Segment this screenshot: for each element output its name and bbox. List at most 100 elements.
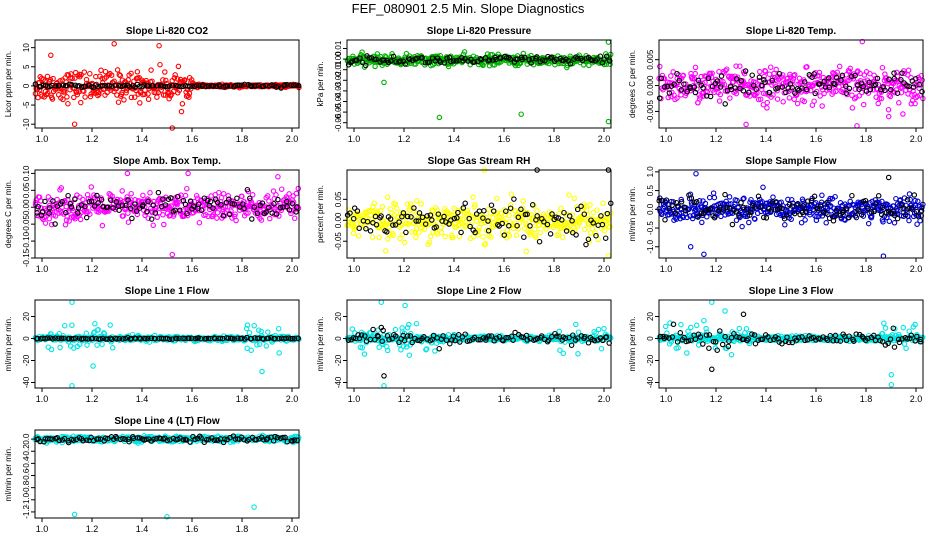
x-tick-label: 1.2 <box>86 134 99 144</box>
data-point <box>154 82 161 89</box>
data-point <box>473 211 480 217</box>
data-point <box>553 56 560 63</box>
y-tick-label: -0.03 <box>334 81 343 100</box>
data-point <box>478 220 485 227</box>
data-point <box>264 193 271 199</box>
data-point <box>277 204 284 211</box>
data-point <box>354 208 361 214</box>
data-point <box>293 190 300 197</box>
data-point <box>78 72 84 78</box>
data-point <box>91 203 98 209</box>
data-point <box>110 205 116 211</box>
data-point <box>407 201 414 207</box>
data-point <box>681 81 687 87</box>
data-point <box>415 229 422 236</box>
data-point <box>387 216 394 222</box>
data-point <box>88 198 95 205</box>
data-point <box>124 194 130 200</box>
data-point <box>258 217 265 223</box>
data-point <box>529 55 536 62</box>
data-point <box>757 69 763 75</box>
data-point <box>290 82 297 89</box>
data-point <box>421 226 428 233</box>
data-point <box>144 196 151 202</box>
data-point <box>792 90 798 96</box>
outlier-point <box>185 170 191 177</box>
data-point <box>409 229 415 235</box>
data-point <box>105 72 112 78</box>
data-point <box>177 83 183 90</box>
data-point <box>544 221 551 228</box>
x-tick-label: 1.4 <box>448 134 461 144</box>
data-point <box>687 87 694 94</box>
outlier-point <box>402 302 408 309</box>
data-point <box>819 103 825 109</box>
data-point <box>662 323 669 330</box>
data-point <box>770 194 776 200</box>
data-point <box>356 233 362 239</box>
data-point <box>684 350 690 356</box>
data-point <box>406 56 413 63</box>
data-point <box>174 76 181 82</box>
data-point <box>594 56 600 62</box>
data-point <box>590 220 596 226</box>
data-point <box>486 57 493 63</box>
data-point <box>160 196 166 202</box>
data-point <box>128 70 134 77</box>
data-point <box>351 205 358 211</box>
data-point <box>210 205 216 211</box>
data-point <box>908 74 914 81</box>
data-point <box>162 202 169 208</box>
data-point <box>702 79 708 86</box>
data-point <box>470 194 476 200</box>
data-point <box>157 82 164 89</box>
panel-title: Slope Li-820 Pressure <box>427 26 532 37</box>
data-point <box>113 199 120 205</box>
data-point <box>779 84 786 90</box>
data-point <box>910 84 917 90</box>
data-point <box>718 81 725 88</box>
data-point <box>894 90 901 96</box>
data-point <box>125 197 131 203</box>
data-point <box>740 88 747 94</box>
data-point <box>402 61 409 67</box>
data-point <box>94 342 100 348</box>
panel-title: Slope Li-820 CO2 <box>126 26 209 37</box>
data-point <box>737 63 743 69</box>
data-point <box>693 322 700 329</box>
data-point <box>561 209 567 216</box>
data-point <box>678 87 685 93</box>
data-point <box>721 81 728 88</box>
data-point <box>782 222 788 228</box>
data-point <box>244 186 251 193</box>
data-point <box>729 73 735 80</box>
x-tick-label: 1.4 <box>136 134 149 144</box>
data-point <box>682 81 689 87</box>
y-tick-label: 0.0 <box>646 203 655 215</box>
data-point <box>581 211 588 217</box>
data-point <box>123 89 129 96</box>
data-point <box>118 199 125 206</box>
x-tick-label: 1.8 <box>236 264 249 274</box>
data-point <box>502 211 509 218</box>
data-point <box>154 214 160 221</box>
data-point <box>42 198 48 205</box>
y-tick-label: -0.15 <box>22 248 31 267</box>
data-point <box>738 78 745 84</box>
data-point <box>63 209 69 216</box>
outlier-point <box>722 308 728 314</box>
data-point <box>222 82 229 89</box>
data-point <box>128 190 134 197</box>
data-point <box>574 206 581 213</box>
data-point <box>241 81 248 88</box>
data-point <box>69 81 75 88</box>
data-point <box>887 93 894 100</box>
data-point <box>82 94 88 100</box>
data-point <box>266 198 272 204</box>
data-point <box>366 55 372 61</box>
outlier-point <box>701 251 707 258</box>
data-point <box>911 192 918 198</box>
